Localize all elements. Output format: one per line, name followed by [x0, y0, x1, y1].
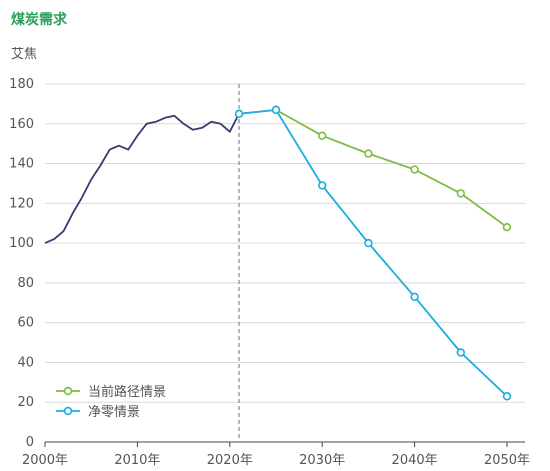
data-point-stated_policies — [456, 189, 465, 198]
legend-item-net-zero: 净零情景 — [56, 405, 140, 420]
y-tick-label: 140 — [9, 157, 34, 172]
y-axis-ticks: 0 20 40 60 80 100 120 140 160 180 — [9, 77, 34, 450]
data-point-net_zero — [271, 105, 281, 115]
y-tick-label: 120 — [9, 196, 34, 211]
x-tick-label: 2030年 — [299, 453, 345, 468]
x-tick-label: 2040年 — [392, 453, 438, 468]
data-point-net_zero — [456, 348, 465, 357]
x-axis-ticks: 2000年 2010年 2020年 2030年 2040年 2050年 — [22, 442, 530, 468]
legend-label-net-zero: 净零情景 — [88, 405, 140, 420]
x-tick-label: 2020年 — [207, 453, 253, 468]
y-tick-label: 100 — [9, 236, 34, 251]
data-point-net_zero — [318, 181, 327, 190]
series-lines — [44, 105, 512, 401]
y-tick-label: 160 — [9, 117, 34, 132]
y-tick-label: 20 — [17, 395, 34, 410]
y-tick-label: 0 — [26, 435, 34, 450]
legend-marker-net-zero — [63, 406, 73, 416]
legend-label-stated-policies: 当前路径情景 — [88, 384, 166, 400]
data-point-stated_policies — [502, 223, 512, 232]
x-tick-label: 2050年 — [484, 453, 530, 468]
series-line-stated_policies — [238, 109, 508, 228]
data-point-stated_policies — [410, 165, 419, 174]
y-tick-label: 60 — [17, 316, 34, 331]
data-point-net_zero — [502, 392, 512, 401]
data-point-stated_policies — [364, 149, 373, 158]
y-axis-unit-label: 艾焦 — [11, 47, 37, 62]
legend-marker-stated-policies — [63, 386, 73, 396]
y-tick-label: 40 — [17, 355, 34, 370]
legend-item-stated-policies: 当前路径情景 — [56, 384, 166, 400]
legend: 当前路径情景 净零情景 — [56, 384, 166, 420]
data-point-net_zero — [364, 238, 373, 248]
y-tick-label: 80 — [17, 276, 34, 291]
data-point-net_zero — [410, 292, 419, 302]
series-line-historical — [44, 113, 240, 244]
series-line-net_zero — [238, 109, 508, 397]
data-point-net_zero — [234, 109, 244, 119]
chart-title: 煤炭需求 — [11, 11, 68, 28]
data-point-stated_policies — [318, 131, 327, 140]
x-tick-label: 2010年 — [114, 453, 160, 468]
x-tick-label: 2000年 — [22, 453, 68, 468]
y-tick-label: 180 — [9, 77, 34, 92]
